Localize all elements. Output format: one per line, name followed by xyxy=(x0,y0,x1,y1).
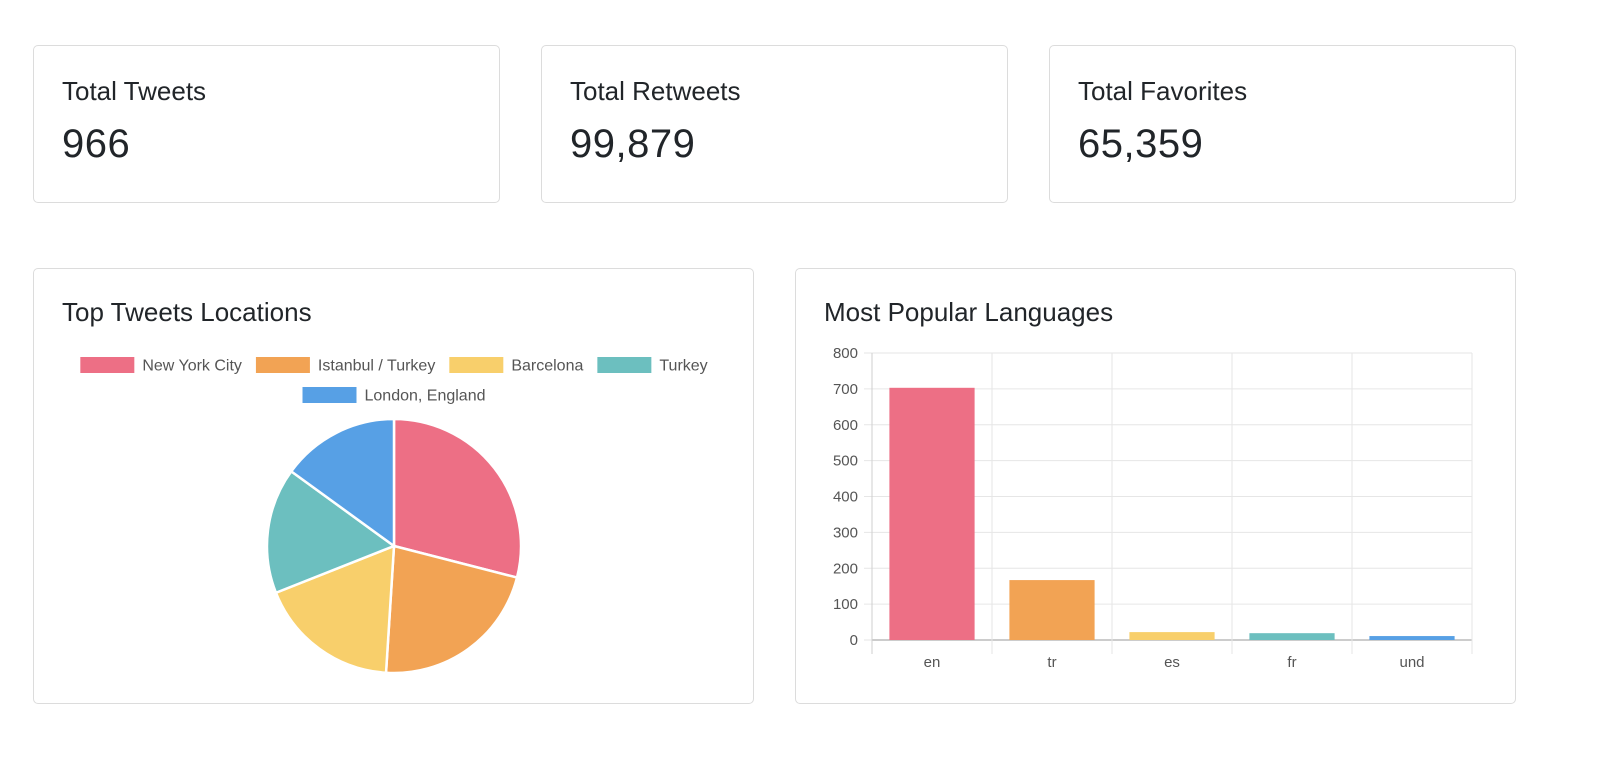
bar[interactable] xyxy=(1249,633,1335,640)
stat-value: 65,359 xyxy=(1078,122,1204,166)
stat-card-total-retweets: Total Retweets 99,879 xyxy=(541,45,1008,203)
bar[interactable] xyxy=(889,387,975,640)
bar[interactable] xyxy=(1009,580,1095,640)
pie-legend-label: New York City xyxy=(142,358,242,375)
pie-legend-item: Barcelona xyxy=(449,357,583,375)
pie-slice[interactable] xyxy=(384,544,519,675)
bar-chart-title: Most Popular Languages xyxy=(824,297,1114,327)
y-tick-label: 300 xyxy=(833,524,858,541)
pie-slice[interactable] xyxy=(289,417,396,549)
pie-legend-swatch xyxy=(597,357,652,373)
pie-legend-item: New York City xyxy=(80,357,242,375)
pie-legend-item: London, England xyxy=(302,387,486,405)
stat-card-total-favorites: Total Favorites 65,359 xyxy=(1049,45,1516,203)
pie-chart: New York City Istanbul / Turkey Barcelona T… xyxy=(80,357,708,675)
y-tick-label: 0 xyxy=(850,632,858,649)
x-tick-label: tr xyxy=(1047,654,1056,671)
y-tick-label: 100 xyxy=(833,596,858,613)
stat-title: Total Favorites xyxy=(1078,76,1248,106)
y-tick-label: 200 xyxy=(833,560,858,577)
pie-legend-swatch xyxy=(80,357,135,373)
y-tick-label: 800 xyxy=(833,345,858,362)
stat-value: 99,879 xyxy=(570,122,696,166)
pie-legend-label: Barcelona xyxy=(511,358,583,375)
bar[interactable] xyxy=(1129,632,1215,640)
y-tick-label: 600 xyxy=(833,417,858,434)
top-locations-card: Top Tweets Locations New York City Istanb… xyxy=(33,268,754,704)
pie-slice[interactable] xyxy=(274,544,396,675)
y-tick-label: 700 xyxy=(833,381,858,398)
stat-title: Total Tweets xyxy=(62,76,207,106)
x-tick-label: fr xyxy=(1287,654,1296,671)
stat-value: 966 xyxy=(62,122,131,166)
popular-languages-card: Most Popular Languages 0 100 200 300 400 500 6… xyxy=(795,268,1516,704)
pie-legend-item: Istanbul / Turkey xyxy=(255,357,435,375)
bar-chart: 0 100 200 300 400 500 600 700 800 en tr es fr und xyxy=(833,345,1473,671)
pie-legend-swatch xyxy=(302,387,357,403)
pie-legend-swatch xyxy=(255,357,310,373)
pie-legend-label: Istanbul / Turkey xyxy=(318,358,435,375)
x-tick-label: und xyxy=(1399,654,1424,671)
bar[interactable] xyxy=(1369,636,1455,640)
stat-card-total-tweets: Total Tweets 966 xyxy=(33,45,500,203)
pie-legend-swatch xyxy=(449,357,504,373)
pie-slice[interactable] xyxy=(392,417,523,580)
y-tick-label: 400 xyxy=(833,489,858,506)
y-tick-label: 500 xyxy=(833,453,858,470)
pie-chart-title: Top Tweets Locations xyxy=(62,297,312,327)
pie-slice[interactable] xyxy=(265,469,397,595)
pie-legend-item: Turkey xyxy=(597,357,708,375)
stat-title: Total Retweets xyxy=(570,76,741,106)
x-tick-label: es xyxy=(1164,654,1180,671)
x-tick-label: en xyxy=(924,654,941,671)
pie-legend-label: Turkey xyxy=(659,358,707,375)
pie-legend-label: London, England xyxy=(365,388,486,405)
